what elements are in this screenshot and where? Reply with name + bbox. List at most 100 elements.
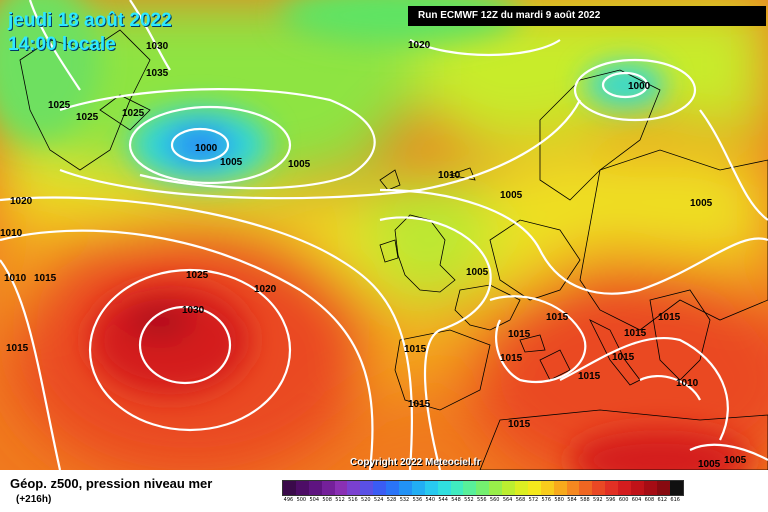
legend-tick-label: 512 xyxy=(335,497,345,503)
legend-tick-label: 572 xyxy=(528,497,539,503)
isobar-label: 1010 xyxy=(676,378,699,389)
legend-tick-label: 608 xyxy=(644,497,655,503)
legend-tick-label: 524 xyxy=(373,497,384,503)
legend-swatch xyxy=(386,481,400,495)
legend-swatch xyxy=(373,481,387,495)
legend-tick-label: 560 xyxy=(489,497,500,503)
isobar-label: 1015 xyxy=(404,344,427,355)
legend-swatch xyxy=(553,481,567,495)
legend-swatch xyxy=(463,481,477,495)
copyright-notice: Copyright 2022 Meteociel.fr xyxy=(350,457,481,468)
legend-swatch xyxy=(656,481,670,495)
isobar-label: 1005 xyxy=(690,198,713,209)
legend-tick-label: 616 xyxy=(670,497,680,503)
legend-tick-label: 496 xyxy=(283,497,294,503)
legend-swatch xyxy=(618,481,632,495)
legend-tick-label: 548 xyxy=(451,497,461,503)
legend-swatch xyxy=(360,481,374,495)
color-scale-labels: 496 500 504 508 512 516 520 524 528 532 536 540 544 5… xyxy=(282,497,682,503)
legend-swatch xyxy=(605,481,619,495)
legend-swatch xyxy=(476,481,490,495)
forecast-time: 14:00 locale xyxy=(8,34,116,55)
isobar-label: 1010 xyxy=(438,170,461,181)
legend-swatch xyxy=(334,481,348,495)
isobar-label: 1025 xyxy=(186,270,209,281)
legend-swatch xyxy=(489,481,503,495)
isobar-label: 1005 xyxy=(220,157,243,168)
isobar-label: 1025 xyxy=(122,108,145,119)
coastlines xyxy=(19,29,768,470)
legend-tick-label: 568 xyxy=(515,497,526,503)
isobar-label: 1020 xyxy=(254,284,277,295)
legend-tick-label: 612 xyxy=(657,497,668,503)
legend-swatch xyxy=(643,481,657,495)
isobar-label: 1025 xyxy=(48,100,71,111)
legend-swatch xyxy=(437,481,451,495)
legend-swatch xyxy=(347,481,361,495)
legend-tick-label: 528 xyxy=(386,497,397,503)
legend-swatch xyxy=(631,481,644,495)
legend-swatch xyxy=(515,481,528,495)
legend-tick-label: 556 xyxy=(477,497,487,503)
isobar-label: 1030 xyxy=(182,305,205,316)
legend-tick-label: 536 xyxy=(412,497,423,503)
legend-tick-label: 576 xyxy=(541,497,552,503)
isobar-label: 1010 xyxy=(4,273,27,284)
legend-tick-label: 600 xyxy=(618,497,629,503)
isobar-label: 1010 xyxy=(0,228,23,239)
isobar-label: 1025 xyxy=(76,112,99,123)
legend-swatch xyxy=(669,481,683,495)
parameter-title: Géop. z500, pression niveau mer xyxy=(10,476,213,491)
model-run-label: Run ECMWF 12Z du mardi 9 août 2022 xyxy=(408,6,766,26)
isobar-label: 1030 xyxy=(146,41,169,52)
isobar-label: 1000 xyxy=(628,81,651,92)
isobar-label: 1005 xyxy=(500,190,523,201)
isobar-label: 1015 xyxy=(546,312,569,323)
map-footer: Géop. z500, pression niveau mer (+216h) … xyxy=(0,470,768,512)
isobar-label: 1005 xyxy=(698,459,721,470)
legend-swatch xyxy=(411,481,425,495)
legend-tick-label: 580 xyxy=(554,497,564,503)
legend-tick-label: 520 xyxy=(361,497,371,503)
legend-swatch xyxy=(450,481,464,495)
legend-tick-label: 544 xyxy=(438,497,448,503)
legend-tick-label: 604 xyxy=(631,497,642,503)
forecast-date: jeudi 18 août 2022 xyxy=(8,10,172,31)
legend-tick-label: 540 xyxy=(425,497,436,503)
legend-swatch xyxy=(502,481,516,495)
legend-tick-label: 588 xyxy=(580,497,590,503)
isobar-lines xyxy=(0,0,768,470)
legend-tick-label: 508 xyxy=(322,497,332,503)
geopotential-field xyxy=(0,0,768,470)
isobar-label: 1015 xyxy=(508,329,531,340)
isobar-label: 1020 xyxy=(10,196,33,207)
isobar-label: 1015 xyxy=(578,371,601,382)
isobar-label: 1005 xyxy=(724,455,747,466)
isobar-label: 1015 xyxy=(34,273,57,284)
isobar-label: 1005 xyxy=(288,159,311,170)
legend-tick-label: 500 xyxy=(296,497,307,503)
legend-tick-label: 564 xyxy=(502,497,513,503)
isobar-label: 1015 xyxy=(658,312,681,323)
legend-swatch xyxy=(308,481,322,495)
isobar-label: 1015 xyxy=(6,343,29,354)
legend-swatch xyxy=(527,481,541,495)
isobar-label: 1015 xyxy=(508,419,531,430)
legend-swatch xyxy=(321,481,335,495)
legend-tick-label: 584 xyxy=(567,497,577,503)
legend-swatch xyxy=(424,481,438,495)
legend-swatch xyxy=(540,481,554,495)
color-scale-legend xyxy=(282,480,684,496)
isobar-label: 1000 xyxy=(195,143,218,154)
legend-tick-label: 516 xyxy=(348,497,358,503)
legend-swatch xyxy=(579,481,593,495)
legend-tick-label: 596 xyxy=(605,497,616,503)
legend-swatch xyxy=(399,481,412,495)
legend-tick-label: 504 xyxy=(309,497,319,503)
forecast-hour: (+216h) xyxy=(16,494,52,505)
isobar-label: 1035 xyxy=(146,68,169,79)
legend-swatch xyxy=(592,481,606,495)
legend-tick-label: 552 xyxy=(464,497,474,503)
